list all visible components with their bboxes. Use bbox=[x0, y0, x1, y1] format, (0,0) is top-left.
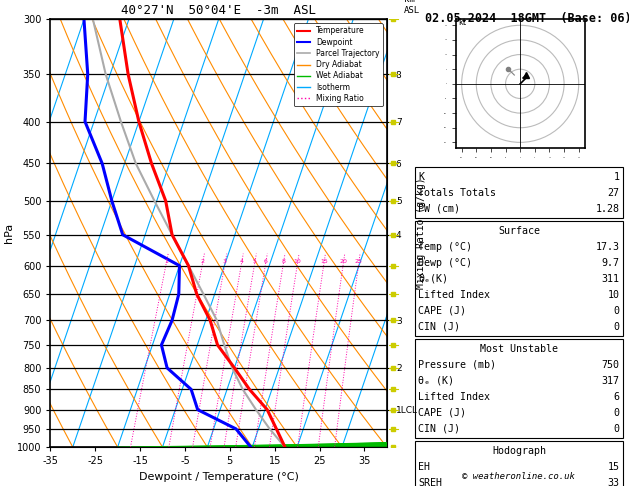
Text: 4: 4 bbox=[240, 260, 243, 264]
Text: 1.28: 1.28 bbox=[596, 204, 620, 214]
Title: 40°27'N  50°04'E  -3m  ASL: 40°27'N 50°04'E -3m ASL bbox=[121, 4, 316, 17]
Text: CIN (J): CIN (J) bbox=[418, 322, 460, 332]
Text: 15: 15 bbox=[320, 260, 328, 264]
Text: CIN (J): CIN (J) bbox=[418, 424, 460, 434]
Text: 10: 10 bbox=[294, 260, 301, 264]
Text: 9.7: 9.7 bbox=[601, 258, 620, 268]
Text: 3: 3 bbox=[223, 260, 227, 264]
Text: 311: 311 bbox=[601, 274, 620, 284]
Text: 8: 8 bbox=[281, 260, 285, 264]
Text: 2: 2 bbox=[201, 260, 204, 264]
Text: K: K bbox=[418, 172, 425, 182]
Text: 6: 6 bbox=[264, 260, 267, 264]
Text: EH: EH bbox=[418, 462, 430, 472]
Text: 0: 0 bbox=[613, 306, 620, 316]
Legend: Temperature, Dewpoint, Parcel Trajectory, Dry Adiabat, Wet Adiabat, Isotherm, Mi: Temperature, Dewpoint, Parcel Trajectory… bbox=[294, 23, 383, 106]
Text: 15: 15 bbox=[608, 462, 620, 472]
Text: 02.05.2024  18GMT  (Base: 06): 02.05.2024 18GMT (Base: 06) bbox=[425, 12, 629, 25]
Text: 10: 10 bbox=[608, 290, 620, 300]
Text: 5: 5 bbox=[253, 260, 257, 264]
Text: 0: 0 bbox=[613, 424, 620, 434]
X-axis label: Dewpoint / Temperature (°C): Dewpoint / Temperature (°C) bbox=[138, 472, 299, 482]
Text: PW (cm): PW (cm) bbox=[418, 204, 460, 214]
Text: Surface: Surface bbox=[498, 226, 540, 236]
Text: Hodograph: Hodograph bbox=[492, 446, 546, 456]
Text: 27: 27 bbox=[608, 188, 620, 198]
Text: 1: 1 bbox=[613, 172, 620, 182]
Text: Temp (°C): Temp (°C) bbox=[418, 242, 472, 252]
Text: Pressure (mb): Pressure (mb) bbox=[418, 360, 496, 370]
Text: 0: 0 bbox=[613, 408, 620, 418]
Text: Totals Totals: Totals Totals bbox=[418, 188, 496, 198]
Text: 25: 25 bbox=[355, 260, 362, 264]
Text: 6: 6 bbox=[613, 392, 620, 402]
Y-axis label: hPa: hPa bbox=[4, 223, 14, 243]
Text: 20: 20 bbox=[339, 260, 347, 264]
Text: 1: 1 bbox=[164, 260, 168, 264]
Text: Lifted Index: Lifted Index bbox=[418, 392, 490, 402]
Text: 750: 750 bbox=[601, 360, 620, 370]
Text: Most Unstable: Most Unstable bbox=[480, 344, 558, 354]
Text: θₑ (K): θₑ (K) bbox=[418, 376, 454, 386]
Text: Mixing Ratio (g/kg): Mixing Ratio (g/kg) bbox=[416, 177, 426, 289]
Text: 317: 317 bbox=[601, 376, 620, 386]
Text: Lifted Index: Lifted Index bbox=[418, 290, 490, 300]
Text: km
ASL: km ASL bbox=[404, 0, 420, 15]
Text: CAPE (J): CAPE (J) bbox=[418, 306, 466, 316]
Text: © weatheronline.co.uk: © weatheronline.co.uk bbox=[462, 472, 576, 481]
Text: CAPE (J): CAPE (J) bbox=[418, 408, 466, 418]
Text: 0: 0 bbox=[613, 322, 620, 332]
Text: 33: 33 bbox=[608, 478, 620, 486]
Text: kt: kt bbox=[459, 18, 467, 27]
Text: θₑ(K): θₑ(K) bbox=[418, 274, 448, 284]
Text: SREH: SREH bbox=[418, 478, 442, 486]
Text: 17.3: 17.3 bbox=[596, 242, 620, 252]
Text: Dewp (°C): Dewp (°C) bbox=[418, 258, 472, 268]
